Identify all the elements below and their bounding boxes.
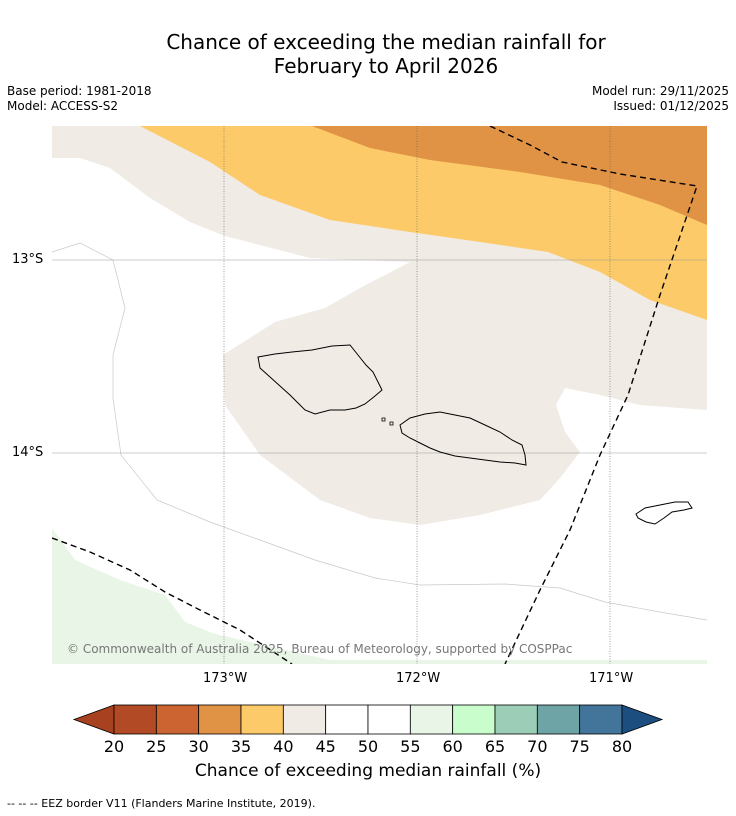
- title-line-1: Chance of exceeding the median rainfall …: [166, 30, 606, 54]
- lon-label-173w: 173°W: [203, 671, 248, 686]
- colorbar-cell-25: [155, 704, 200, 735]
- island-savaii: [257, 344, 383, 415]
- colorbar-cell-45: [325, 704, 369, 735]
- meta-left: Base period: 1981-2018 Model: ACCESS-S2: [7, 84, 152, 114]
- colorbar-tick-60: 60: [442, 737, 463, 756]
- colorbar-cell-55: [409, 704, 454, 735]
- eez-border-southwest: [52, 537, 293, 664]
- lon-label-172w: 172°W: [396, 671, 441, 686]
- meta-right: Model run: 29/11/2025 Issued: 01/12/2025: [592, 84, 729, 114]
- colorbar-tick-75: 75: [569, 737, 590, 756]
- colorbar-tick-45: 45: [315, 737, 336, 756]
- colorbar-tick-70: 70: [527, 737, 548, 756]
- eez-border-north: [489, 126, 698, 664]
- colorbar-cell-75: [579, 704, 623, 735]
- colorbar-extend-high: [621, 704, 664, 735]
- colorbar-tick-25: 25: [146, 737, 167, 756]
- model-run: Model run: 29/11/2025: [591, 84, 729, 98]
- colorbar-tick-50: 50: [357, 737, 379, 756]
- colorbar-extend-low: [72, 704, 115, 735]
- model-name: Model: ACCESS-S2: [7, 99, 119, 113]
- base-period: Base period: 1981-2018: [7, 84, 152, 98]
- colorbar-cell-65: [494, 704, 538, 735]
- colorbar-tick-30: 30: [188, 737, 209, 756]
- colorbar-cell-70: [536, 704, 581, 735]
- lon-label-171w: 171°W: [589, 671, 634, 686]
- region-dark-orange: [312, 126, 707, 225]
- lat-label-14s: 14°S: [12, 445, 44, 460]
- island-tutuila: [635, 501, 693, 525]
- island-manono: [381, 417, 386, 422]
- colorbar-cell-30: [198, 704, 242, 735]
- colorbar-cell-40: [282, 704, 327, 735]
- colorbar-label: Chance of exceeding median rainfall (%): [194, 761, 542, 781]
- colorbar-cell-35: [240, 704, 284, 735]
- colorbar-tick-55: 55: [400, 737, 421, 756]
- colorbar-tick-80: 80: [611, 737, 633, 756]
- lat-label-13s: 13°S: [12, 252, 44, 267]
- colorbar-cell-50: [367, 704, 411, 735]
- colorbar-cell-60: [452, 704, 496, 735]
- issued-date: Issued: 01/12/2025: [613, 99, 729, 113]
- copyright-notice: © Commonwealth of Australia 2025, Bureau…: [67, 642, 573, 656]
- title-line-2: February to April 2026: [273, 54, 499, 78]
- island-apolima: [389, 421, 394, 426]
- colorbar-tick-35: 35: [230, 737, 252, 756]
- region-light-green: [52, 528, 707, 664]
- colorbar-tick-65: 65: [484, 737, 506, 756]
- colorbar-tick-20: 20: [103, 737, 125, 756]
- colorbar-tick-40: 40: [273, 737, 294, 756]
- island-upolu: [399, 411, 527, 466]
- colorbar-cell-20: [113, 704, 157, 735]
- eez-footnote: -- -- -- EEZ border V11 (Flanders Marine…: [7, 797, 316, 810]
- contour-line-west: [52, 242, 707, 621]
- map-title: Chance of exceeding the median rainfall …: [0, 30, 736, 78]
